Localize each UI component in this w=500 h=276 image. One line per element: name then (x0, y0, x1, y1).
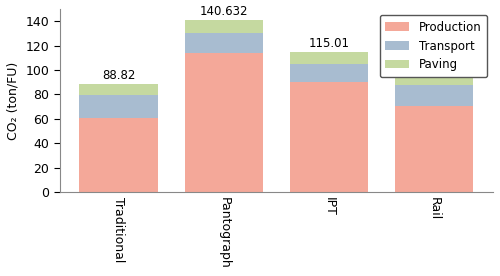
Bar (184, 53, 264, 192)
Bar (184, 33, 264, 53)
Bar (290, 64, 368, 82)
Bar (80, 84, 158, 95)
Text: 140.632: 140.632 (200, 6, 248, 18)
Bar (290, 52, 368, 64)
Bar (394, 73, 473, 85)
Bar (80, 118, 158, 192)
Bar (394, 105, 473, 192)
Bar (290, 82, 368, 192)
Text: 97.325: 97.325 (414, 59, 455, 71)
Text: 88.82: 88.82 (102, 69, 136, 82)
Y-axis label: CO₂ (ton/FU): CO₂ (ton/FU) (7, 62, 20, 140)
Bar (80, 95, 158, 118)
Bar (394, 85, 473, 105)
Legend: Production, Transport, Paving: Production, Transport, Paving (380, 15, 487, 77)
Text: 115.01: 115.01 (308, 37, 350, 50)
Bar (184, 20, 264, 33)
